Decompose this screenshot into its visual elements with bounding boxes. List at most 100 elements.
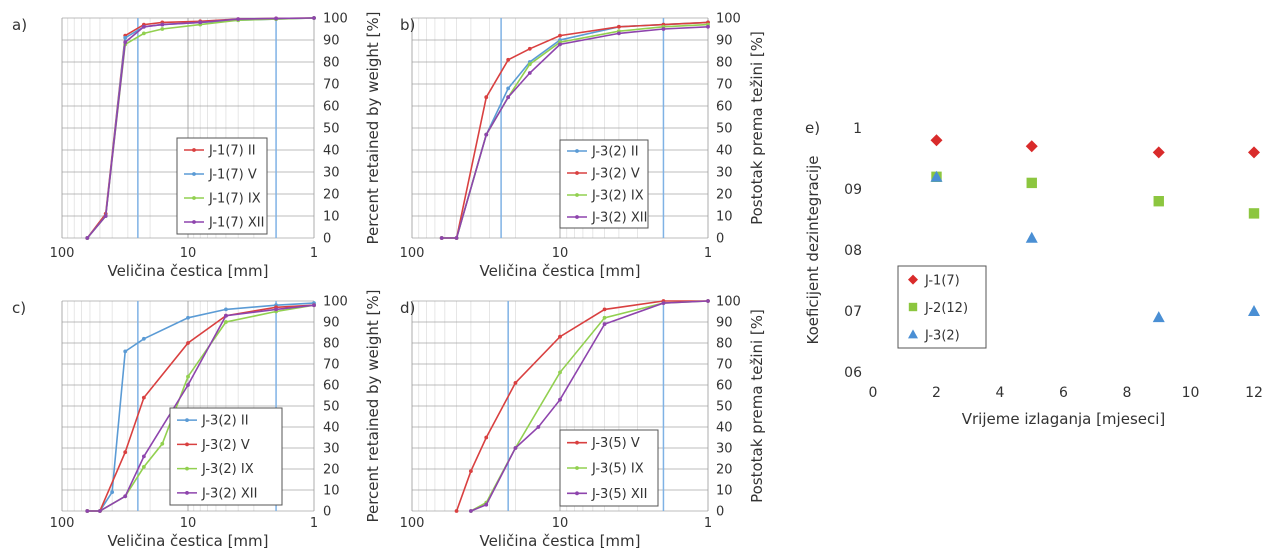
panel-0: 0 10 20 30 40 50 60 70 80 90 100 100 10 1 Veličina čes…	[12, 11, 382, 280]
legend-marker	[185, 490, 189, 495]
data-point	[141, 395, 146, 400]
legend-label: J-1(7)	[924, 274, 960, 289]
data-point	[141, 454, 146, 459]
legend-label: J-1(7) II	[208, 144, 256, 159]
x-tick-label: 1	[310, 246, 318, 261]
panel-label: b)	[400, 16, 415, 34]
y-tick-label: 10	[716, 484, 733, 499]
data-point	[454, 509, 459, 513]
data-point	[186, 315, 190, 320]
y-tick-label: 20	[716, 463, 733, 478]
data-point	[160, 27, 165, 31]
y-tick-label: 08	[844, 243, 862, 259]
y-tick-label: 80	[323, 56, 340, 71]
data-point	[616, 31, 621, 36]
y-axis-title: Postotak prema težini [%]	[748, 309, 766, 503]
data-point	[123, 349, 128, 354]
y-axis-title: Koeficijent dezintegracije	[804, 155, 822, 344]
y-tick-label: 90	[323, 34, 340, 49]
x-tick-label: 6	[1059, 385, 1068, 401]
y-tick-label: 90	[716, 34, 733, 49]
y-tick-label: 0	[716, 505, 724, 520]
data-point	[1153, 196, 1164, 207]
data-point	[527, 62, 532, 67]
panel-label: e)	[805, 119, 820, 137]
y-tick-label: 30	[323, 166, 340, 181]
data-point	[930, 134, 943, 147]
data-point	[558, 334, 562, 339]
data-point	[85, 509, 90, 513]
legend-marker	[575, 466, 579, 470]
legend-label: J-1(7) IX	[208, 192, 261, 207]
data-point	[110, 490, 115, 494]
data-point	[558, 42, 562, 47]
x-axis-title: Veličina čestica [mm]	[107, 262, 268, 280]
data-point	[602, 322, 607, 326]
y-tick-label: 40	[323, 421, 340, 436]
y-tick-label: 80	[716, 56, 733, 71]
data-point	[160, 22, 165, 27]
legend-label: J-3(2) II	[201, 414, 249, 429]
data-point	[439, 236, 444, 240]
y-tick-label: 70	[323, 78, 340, 93]
legend-box	[169, 407, 283, 506]
data-point	[602, 315, 607, 320]
x-tick-label: 1	[704, 516, 712, 531]
data-point	[141, 31, 146, 36]
panel-3: 0 10 20 30 40 50 60 70 80 90 100 100 10 1 Veličina čes…	[400, 295, 766, 551]
legend-marker	[575, 193, 579, 197]
panel-label: d)	[400, 299, 415, 317]
y-tick-label: 50	[716, 400, 733, 415]
data-point	[236, 17, 241, 21]
data-point	[274, 307, 278, 312]
data-point	[123, 35, 128, 40]
panel-1: 0 10 20 30 40 50 60 70 80 90 100 100 10 1 Veličina čes…	[400, 12, 766, 281]
data-point	[141, 465, 146, 469]
x-tick-label: 4	[996, 385, 1005, 401]
data-point	[98, 509, 102, 513]
data-point	[123, 494, 128, 499]
y-tick-label: 100	[716, 295, 741, 310]
data-point	[558, 33, 562, 38]
legend-label: J-3(2)	[924, 328, 960, 343]
y-tick-label: 30	[716, 166, 733, 181]
data-point	[468, 509, 473, 513]
x-axis-title: Vrijeme izlaganja [mjeseci]	[962, 410, 1166, 428]
y-tick-label: 40	[716, 144, 733, 159]
data-point	[706, 24, 710, 29]
data-point	[558, 370, 562, 375]
legend-marker	[908, 274, 918, 285]
data-point	[1152, 146, 1165, 159]
y-tick-label: 0	[716, 232, 724, 247]
legend-label: J-3(2) IX	[201, 462, 254, 477]
legend-label: J-3(5) XII	[591, 487, 647, 502]
legend-label: J-3(2) XII	[591, 211, 647, 226]
legend-label: J-3(2) XII	[201, 486, 257, 501]
y-tick-label: 30	[323, 442, 340, 457]
y-axis-title: Postotak prema težini [%]	[748, 31, 766, 225]
x-tick-label: 10	[1182, 385, 1200, 401]
legend-label: J-1(7) XII	[208, 216, 264, 231]
legend-marker	[185, 466, 189, 471]
legend: J-3(5) V J-3(5) IX J-3(5) XII	[559, 429, 659, 507]
y-tick-label: 20	[323, 463, 340, 478]
legend-marker	[192, 148, 196, 152]
legend: J-1(7) J-2(12) J-3(2)	[897, 265, 987, 349]
legend-marker	[575, 171, 579, 175]
data-point	[85, 236, 90, 240]
y-tick-label: 06	[844, 365, 862, 381]
data-point	[454, 236, 459, 240]
data-point	[224, 307, 228, 312]
data-point	[224, 320, 228, 324]
y-tick-label: 70	[323, 358, 340, 373]
y-axis-title: Percent retained by weight [%]	[364, 11, 382, 244]
y-tick-label: 30	[716, 442, 733, 457]
series-line-1	[87, 304, 315, 512]
legend-marker	[575, 149, 579, 153]
legend: J-3(2) II J-3(2) V J-3(2) IX J-3(2) XII	[169, 407, 283, 506]
data-point	[513, 446, 518, 450]
data-point	[484, 132, 489, 137]
panel-label: c)	[12, 299, 26, 317]
